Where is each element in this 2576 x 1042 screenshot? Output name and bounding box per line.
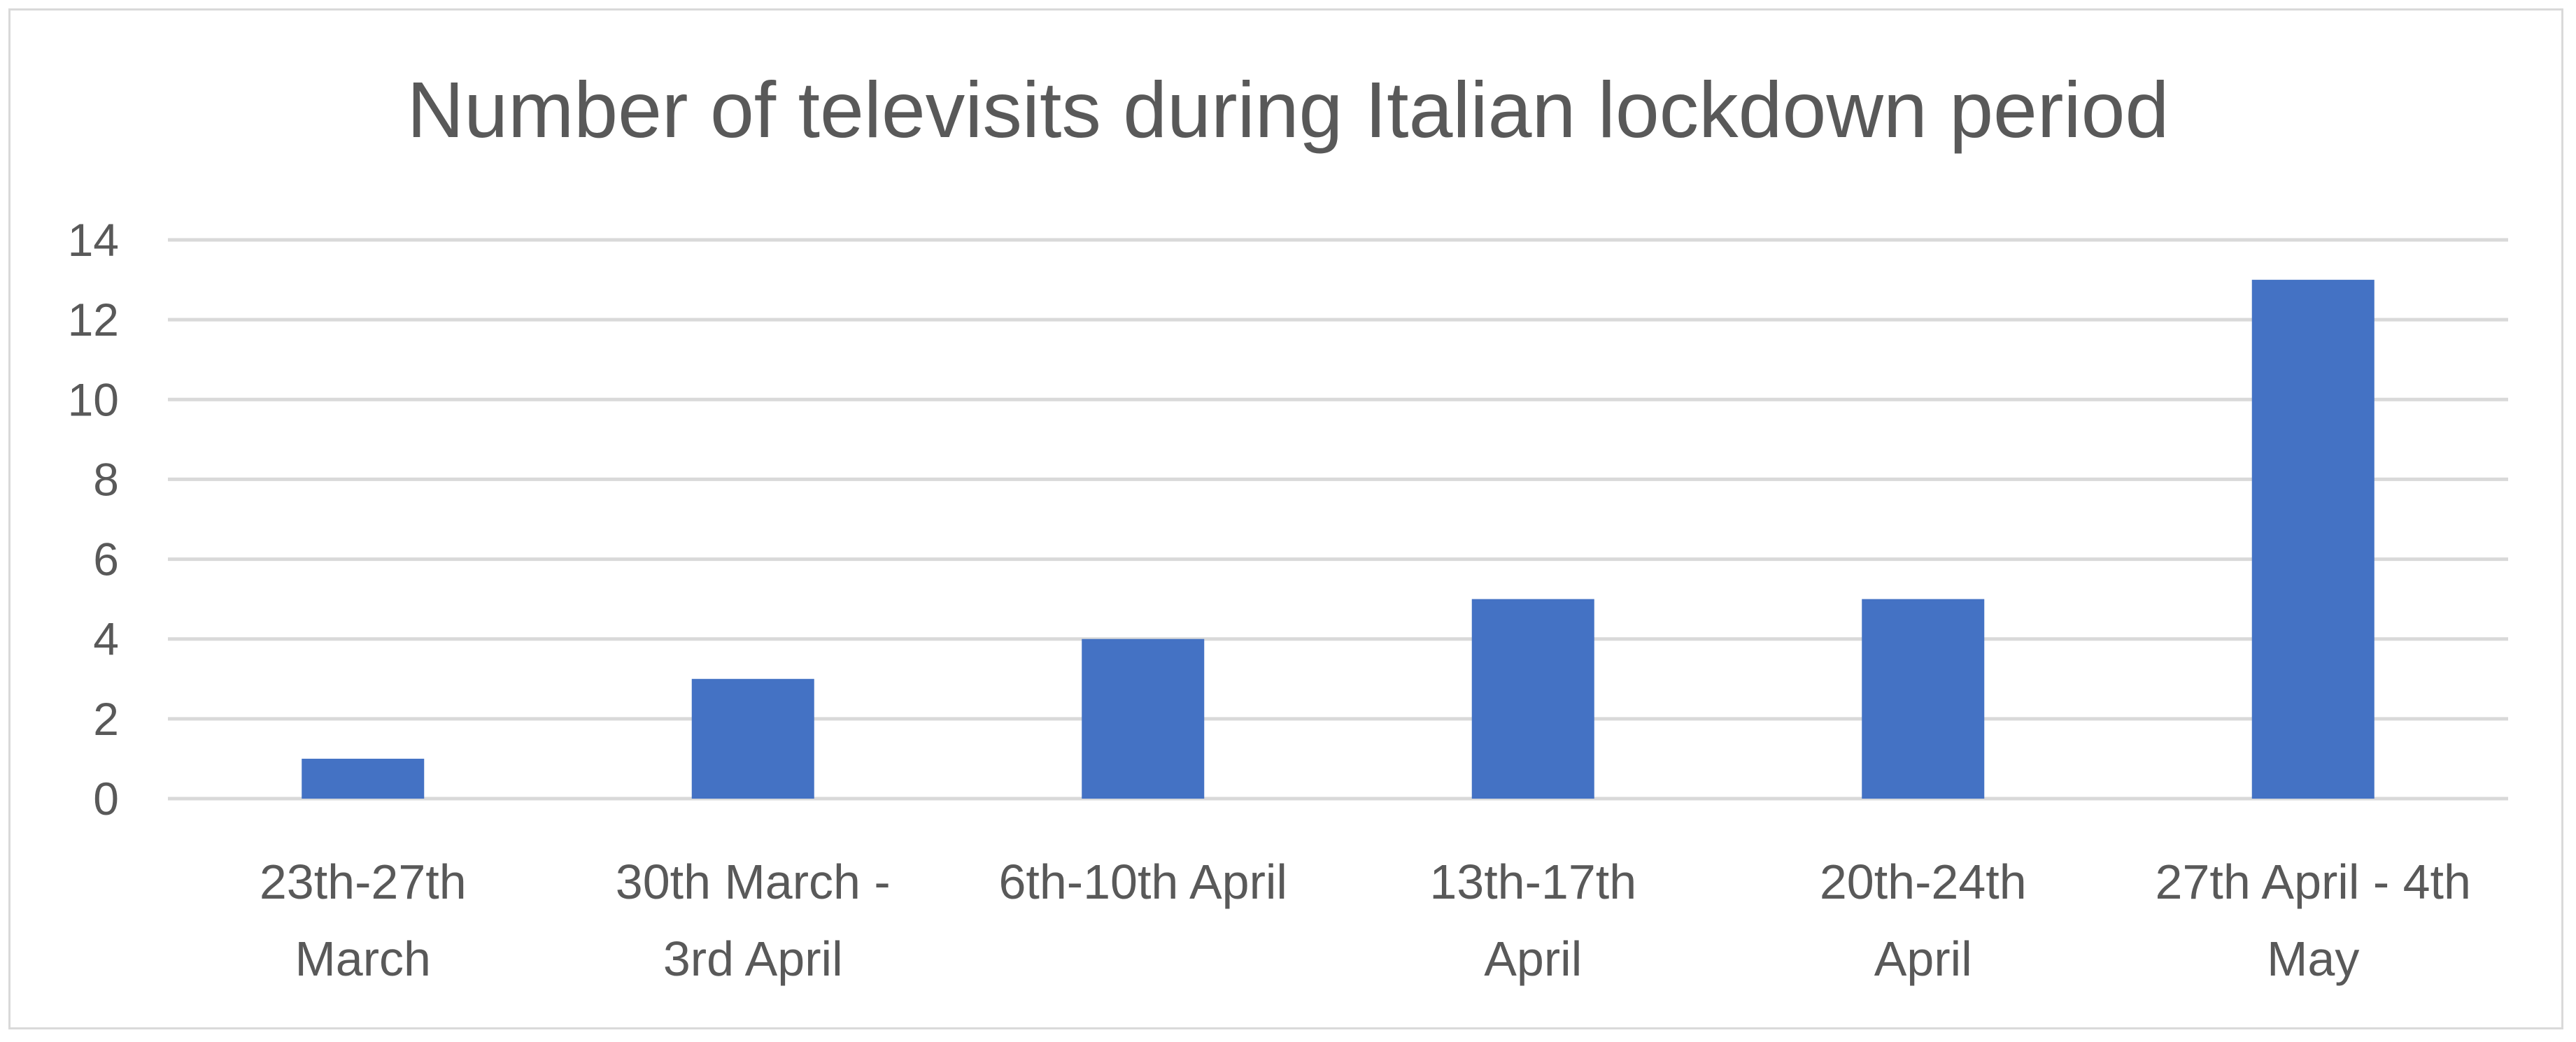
x-category-label: 27th April - 4th May — [2156, 855, 2471, 986]
x-axis-categories: 23th-27th March 30th March -3rd April 6th-1… — [260, 855, 2471, 986]
x-category-label: 30th March -3rd April — [616, 855, 891, 986]
gridlines — [168, 238, 2508, 801]
y-tick-label: 6 — [93, 534, 119, 585]
y-tick-label: 14 — [68, 214, 119, 266]
bar — [1862, 599, 1985, 799]
bars — [302, 280, 2375, 799]
bar — [1471, 599, 1594, 799]
y-tick-label: 10 — [68, 373, 119, 425]
x-category-label: 6th-10th April — [999, 855, 1287, 909]
y-tick-label: 4 — [93, 613, 119, 665]
bar — [1082, 638, 1205, 799]
bar — [691, 678, 814, 799]
y-tick-label: 2 — [93, 693, 119, 745]
bar — [302, 758, 425, 799]
y-tick-label: 0 — [93, 773, 119, 825]
chart-frame — [8, 8, 2563, 1029]
chart-title: Number of televisits during Italian lock… — [407, 66, 2170, 154]
x-category-label: 20th-24th April — [1820, 855, 2027, 986]
x-category-label: 23th-27th March — [260, 855, 467, 986]
y-axis-ticks: 0 2 4 6 8 10 12 14 — [68, 214, 119, 825]
bar — [2251, 280, 2375, 799]
y-tick-label: 8 — [93, 453, 119, 505]
x-category-label: 13th-17th April — [1429, 855, 1636, 986]
y-tick-label: 12 — [68, 294, 119, 345]
